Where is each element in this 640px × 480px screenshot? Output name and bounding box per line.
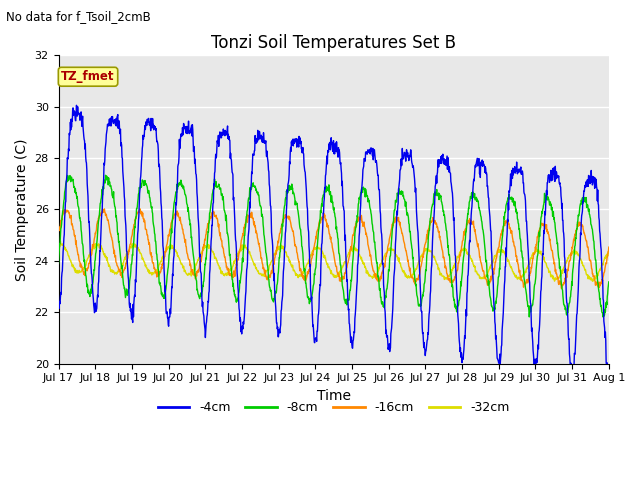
-8cm (177, 180, 185, 185)
-8cm (239, 259, 246, 265)
-16cm (136, 206, 144, 212)
Legend: -4cm, -8cm, -16cm, -32cm: -4cm, -8cm, -16cm, -32cm (153, 396, 515, 419)
-4cm (605, 379, 612, 384)
-16cm (239, 231, 246, 237)
-32cm (239, 247, 246, 252)
-4cm (239, 326, 246, 332)
Line: -32cm: -32cm (58, 241, 609, 281)
X-axis label: Time: Time (317, 389, 351, 403)
-4cm (605, 377, 612, 383)
-4cm (54, 298, 62, 303)
-4cm (419, 338, 427, 344)
-8cm (102, 172, 109, 178)
-8cm (492, 300, 499, 306)
-16cm (540, 221, 548, 227)
-4cm (177, 131, 185, 137)
-8cm (54, 261, 62, 266)
Line: -4cm: -4cm (58, 105, 609, 382)
-32cm (492, 252, 499, 258)
-8cm (605, 279, 612, 285)
-32cm (177, 262, 185, 267)
-32cm (550, 278, 558, 284)
Line: -16cm: -16cm (58, 209, 609, 288)
-16cm (557, 286, 565, 291)
-32cm (605, 250, 612, 256)
-8cm (599, 314, 607, 320)
-32cm (164, 246, 172, 252)
Line: -8cm: -8cm (58, 175, 609, 317)
Text: TZ_fmet: TZ_fmet (61, 70, 115, 83)
-32cm (54, 242, 62, 248)
-32cm (56, 239, 64, 244)
-4cm (540, 228, 548, 234)
Text: No data for f_Tsoil_2cmB: No data for f_Tsoil_2cmB (6, 10, 151, 23)
-16cm (54, 227, 62, 233)
Title: Tonzi Soil Temperatures Set B: Tonzi Soil Temperatures Set B (211, 34, 456, 52)
-4cm (73, 102, 81, 108)
-8cm (419, 289, 427, 295)
-32cm (540, 254, 548, 260)
-4cm (164, 315, 172, 321)
Y-axis label: Soil Temperature (C): Soil Temperature (C) (15, 138, 29, 281)
-8cm (540, 201, 548, 207)
-16cm (492, 259, 499, 264)
-16cm (419, 251, 427, 257)
-32cm (419, 250, 427, 255)
-16cm (605, 244, 612, 250)
-8cm (164, 266, 172, 272)
-16cm (164, 236, 172, 242)
-4cm (492, 322, 499, 328)
-16cm (177, 221, 185, 227)
